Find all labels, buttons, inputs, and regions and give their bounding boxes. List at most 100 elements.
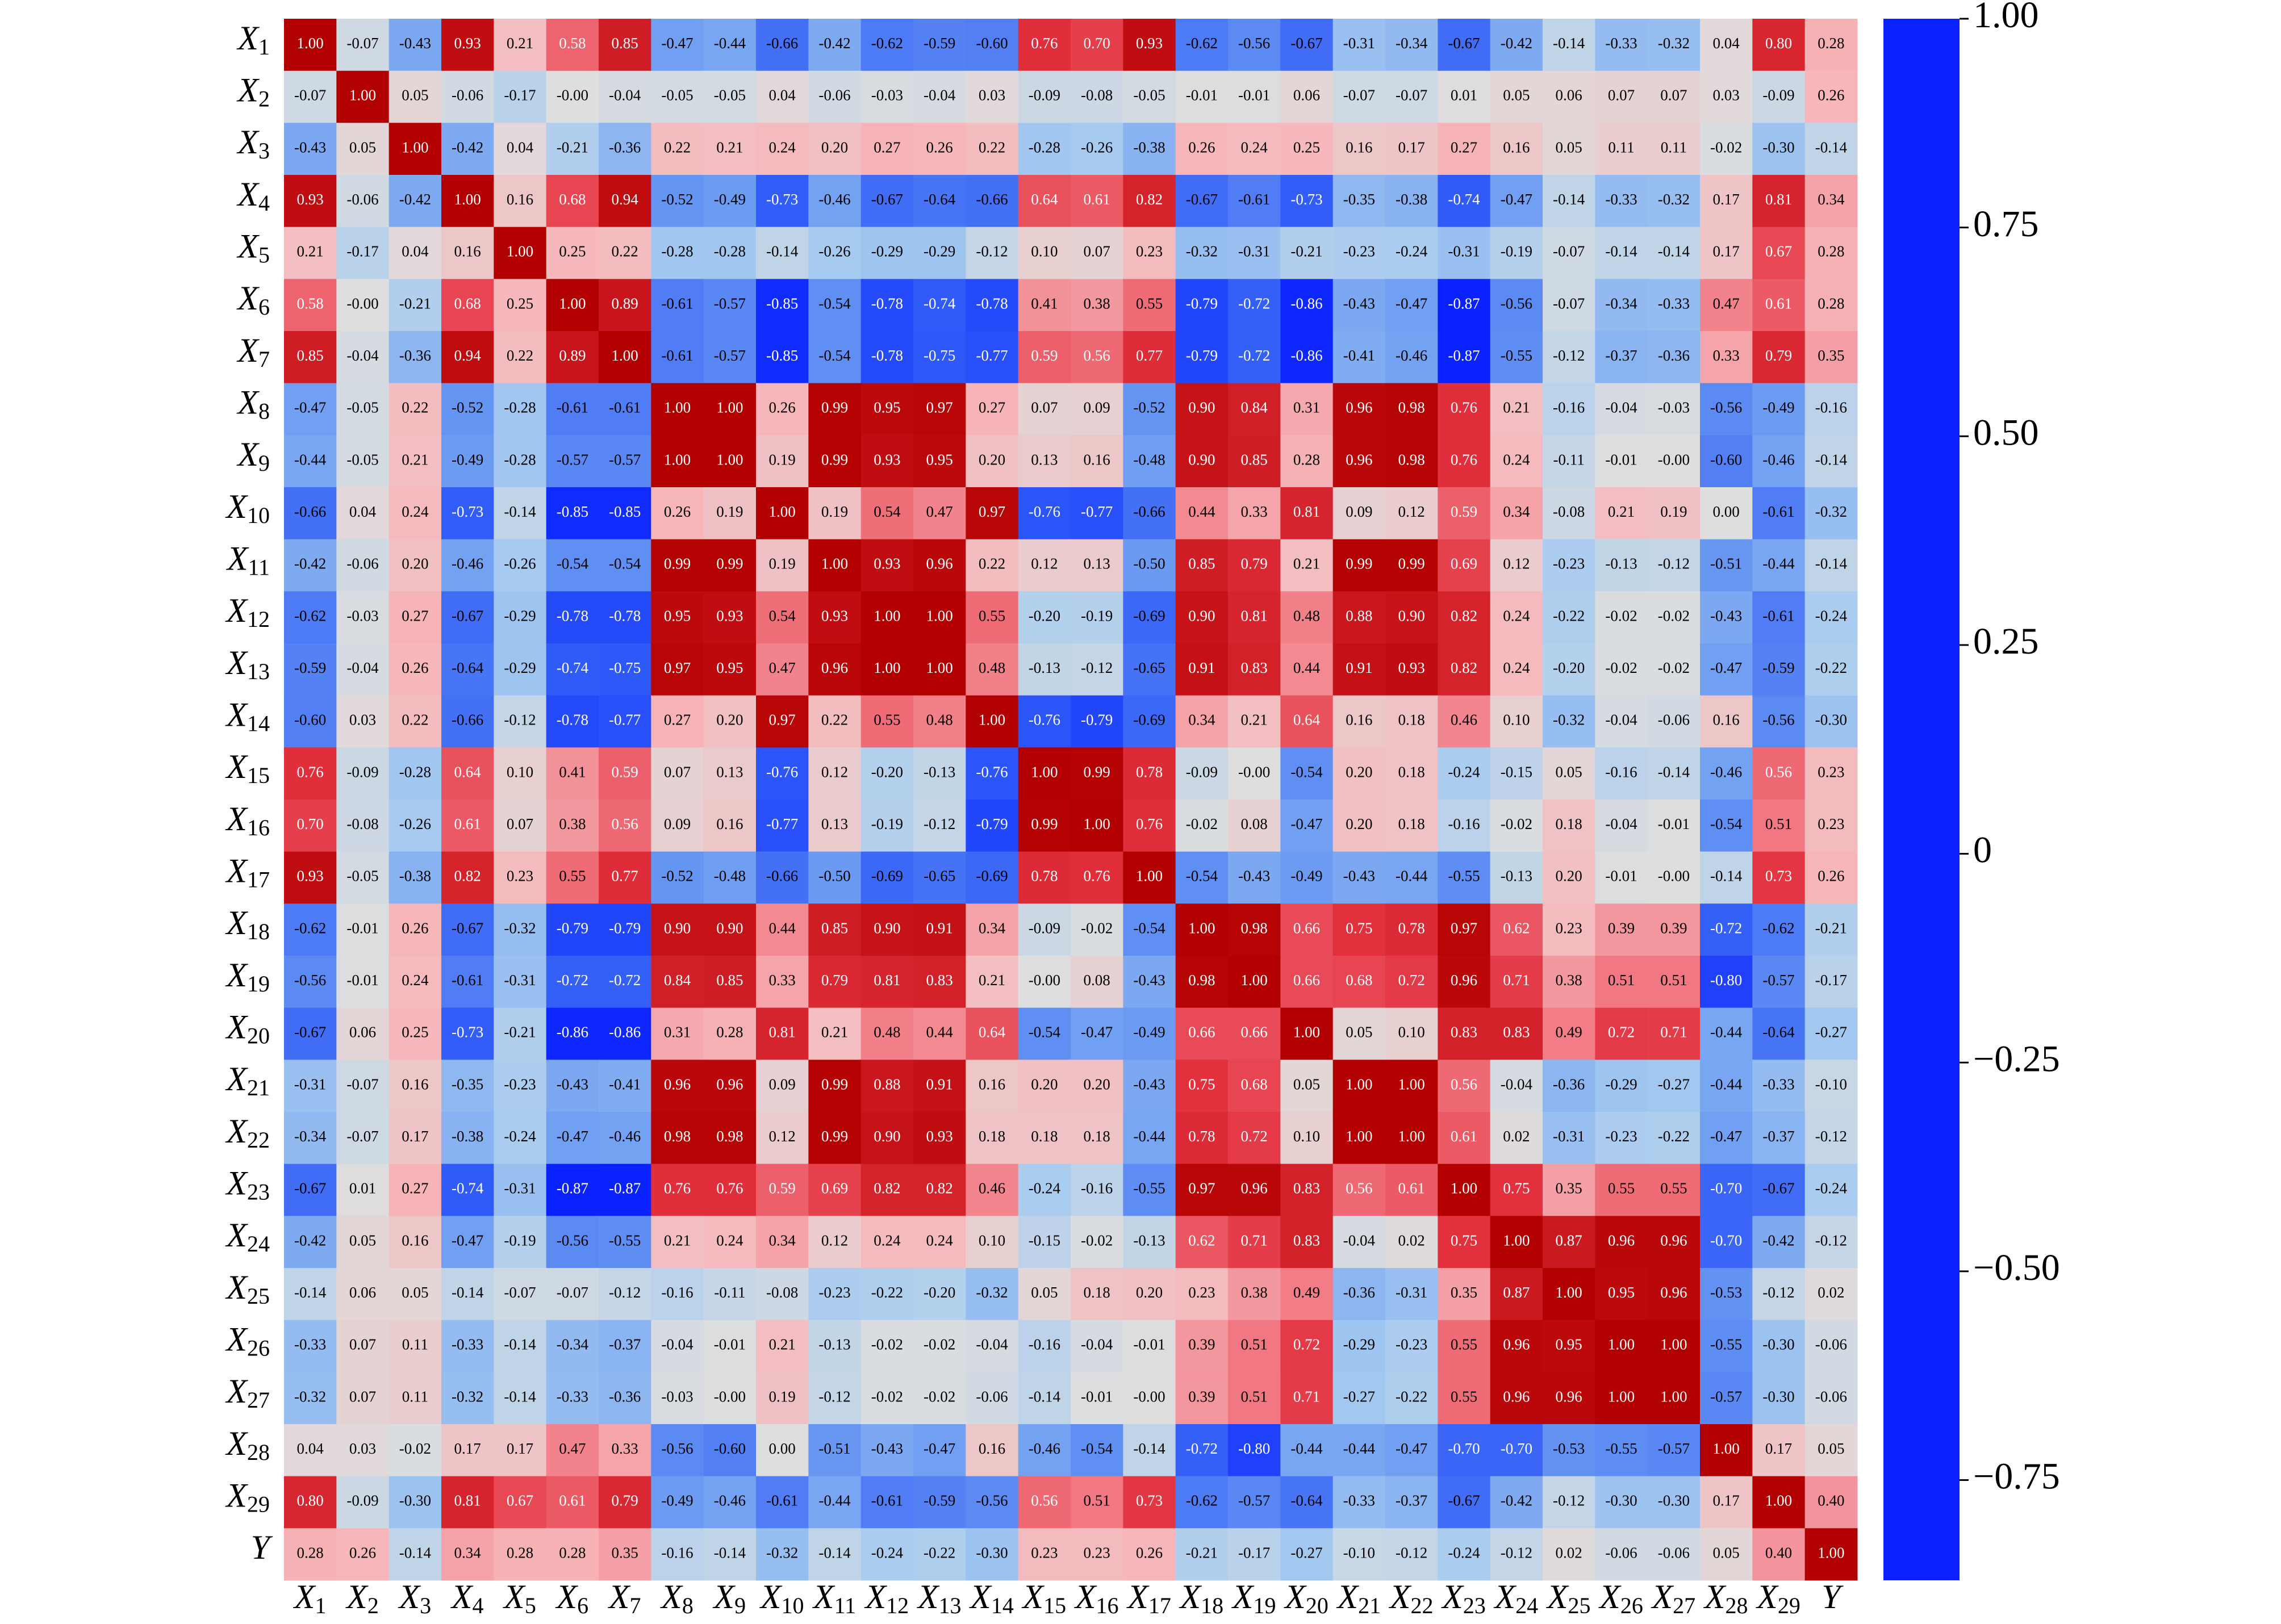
cell-value-label: 0.78 (1136, 763, 1163, 780)
cell-value-label: -0.16 (661, 1284, 693, 1301)
cell-value-label: -0.78 (557, 711, 588, 729)
cell-value-label: 0.85 (612, 35, 638, 52)
cell-value-label: 0.07 (1031, 399, 1058, 416)
cell-value-label: -0.04 (1605, 711, 1637, 729)
heatmap-cell (913, 331, 966, 384)
cell-value-label: -0.14 (1605, 243, 1637, 260)
heatmap-cell (966, 903, 1019, 956)
cell-value-label: -0.69 (1133, 607, 1165, 624)
cell-value-label: 0.96 (926, 555, 953, 572)
heatmap-cell (1228, 1216, 1281, 1269)
cell-value-label: -0.55 (1501, 347, 1532, 364)
heatmap-cell (546, 487, 599, 540)
heatmap-cell (756, 747, 809, 800)
cell-value-label: 0.83 (1503, 1024, 1530, 1041)
cell-value-label: -0.54 (818, 347, 851, 364)
cell-value-label: -0.74 (924, 295, 956, 312)
heatmap-cell (756, 19, 809, 72)
cell-value-label: -0.33 (557, 1388, 588, 1405)
cell-value-label: -0.79 (976, 815, 1008, 832)
cell-value-label: 0.18 (979, 1128, 1005, 1145)
y-tick-label: X27 (225, 1372, 270, 1413)
cell-value-label: 0.83 (1293, 1180, 1320, 1197)
cell-value-label: 0.71 (1293, 1388, 1320, 1405)
cell-value-label: 0.68 (1241, 1075, 1268, 1093)
heatmap-cell (546, 1268, 599, 1321)
cell-value-label: -0.78 (976, 295, 1008, 312)
cell-value-label: 0.03 (979, 87, 1005, 104)
heatmap-cell (1280, 1320, 1334, 1372)
heatmap-cell (1280, 123, 1334, 175)
cell-value-label: -0.17 (346, 243, 378, 260)
cell-value-label: -0.37 (609, 1336, 641, 1353)
heatmap-cell (651, 539, 704, 592)
heatmap-cell (1804, 1060, 1858, 1112)
cell-value-label: 0.22 (979, 139, 1005, 156)
cell-value-label: 0.26 (402, 659, 428, 676)
cell-value-label: 0.76 (297, 763, 324, 780)
heatmap-cell (1385, 956, 1438, 1008)
heatmap-cell (703, 435, 757, 488)
heatmap-cell (1752, 1372, 1806, 1425)
cell-value-label: 0.97 (1188, 1180, 1215, 1197)
heatmap-cell (1490, 1112, 1543, 1165)
cell-value-label: 0.96 (1451, 972, 1477, 989)
heatmap-cell (703, 1528, 757, 1581)
cell-value-label: -0.59 (924, 35, 955, 52)
heatmap-cell (1490, 643, 1543, 696)
heatmap-cell (1438, 435, 1491, 488)
cell-value-label: -0.16 (1553, 399, 1585, 416)
heatmap-cell (1228, 175, 1281, 228)
cell-value-label: -0.69 (976, 868, 1008, 885)
heatmap-cell (388, 1424, 442, 1477)
cell-value-label: 0.16 (1713, 711, 1740, 729)
cell-value-label: -0.77 (766, 815, 798, 832)
heatmap-cell (1490, 1528, 1543, 1581)
cell-value-label: 1.00 (1451, 1180, 1477, 1197)
heatmap-cell (1543, 175, 1595, 228)
heatmap-cell (703, 956, 757, 1008)
cell-value-label: -0.02 (399, 1440, 431, 1457)
heatmap-cell (966, 487, 1019, 540)
cell-value-label: 0.11 (402, 1388, 428, 1405)
heatmap-cell (703, 487, 757, 540)
cell-value-label: -0.46 (1762, 451, 1794, 468)
cell-value-label: 0.44 (1188, 503, 1215, 520)
heatmap-cell (1647, 331, 1701, 384)
cell-value-label: -0.21 (1186, 1544, 1218, 1561)
heatmap-cell (1752, 1268, 1806, 1321)
cell-value-label: 0.39 (1188, 1336, 1215, 1353)
cell-value-label: 0.17 (1713, 191, 1740, 208)
heatmap-cell (1228, 123, 1281, 175)
cell-value-label: -0.70 (1710, 1232, 1742, 1249)
heatmap-cell (1438, 695, 1491, 748)
heatmap-cell (756, 175, 809, 228)
heatmap-cell (860, 591, 914, 644)
heatmap-cell (1647, 643, 1701, 696)
cell-value-label: 0.67 (507, 1492, 533, 1509)
heatmap-cell (1385, 747, 1438, 800)
heatmap-cell (1490, 279, 1543, 332)
heatmap-cell (756, 1163, 809, 1216)
heatmap-cell (546, 903, 599, 956)
heatmap-cell (1752, 695, 1806, 748)
heatmap-cell (1543, 227, 1595, 279)
heatmap-cell (599, 1424, 651, 1477)
cell-value-label: 0.56 (1031, 1492, 1058, 1509)
y-tick-label: X19 (225, 956, 270, 997)
cell-value-label: 0.44 (769, 919, 796, 936)
cell-value-label: 0.70 (1084, 35, 1110, 52)
heatmap-cell (336, 903, 390, 956)
cell-value-label: 0.13 (716, 763, 743, 780)
y-tick-label: X1 (236, 19, 270, 60)
heatmap-cell (1804, 1320, 1858, 1372)
heatmap-cell (703, 539, 757, 592)
cell-value-label: -0.07 (346, 1075, 378, 1093)
heatmap-cell (756, 1476, 809, 1529)
cell-value-label: 0.69 (1451, 555, 1477, 572)
heatmap-cell (1385, 1112, 1438, 1165)
y-tick-label: X6 (236, 279, 270, 320)
cell-value-label: -0.31 (504, 1180, 536, 1197)
heatmap-cell (1175, 956, 1229, 1008)
heatmap-cell (1490, 695, 1543, 748)
